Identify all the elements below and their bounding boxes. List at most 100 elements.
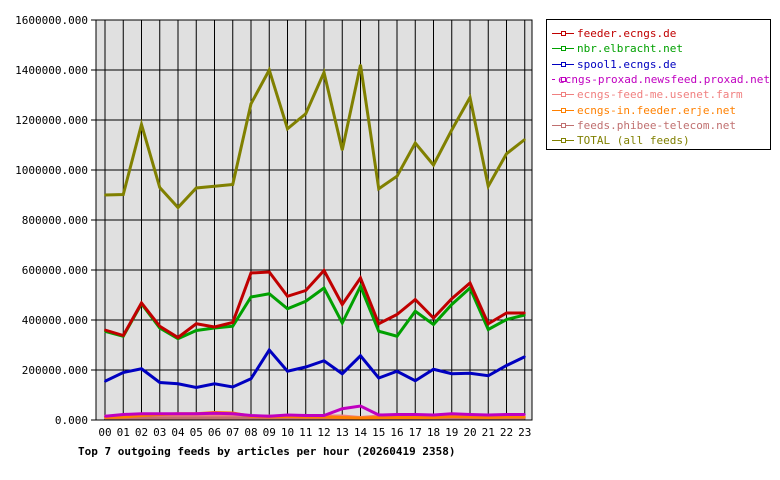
x-tick-label: 06 <box>208 426 221 439</box>
data-point <box>487 185 490 188</box>
chart-title: Top 7 outgoing feeds by articles per hou… <box>78 445 456 458</box>
x-tick-label: 23 <box>518 426 531 439</box>
series-ecngs-proxad-newsfeed-proxad-net <box>104 404 526 418</box>
data-point <box>268 292 271 295</box>
data-point <box>304 414 307 417</box>
data-point <box>359 405 362 407</box>
legend-label: ecngs-feed-me.usenet.farm <box>577 88 743 102</box>
data-point <box>104 415 106 418</box>
data-point <box>213 326 216 328</box>
data-point <box>104 194 106 196</box>
data-point <box>286 370 289 373</box>
legend: feeder.ecngs.de nbr.elbracht.net spool1.ec… <box>546 19 771 150</box>
data-point <box>341 407 344 410</box>
data-point <box>304 112 307 115</box>
data-point <box>450 297 453 300</box>
data-point <box>195 417 198 419</box>
data-point <box>323 414 325 417</box>
x-tick-label: 18 <box>427 426 440 439</box>
data-point <box>432 416 435 419</box>
data-point <box>469 96 471 99</box>
data-point <box>523 416 526 418</box>
y-tick-label: 1600000.000 <box>15 14 88 27</box>
data-point <box>158 186 161 189</box>
data-point <box>104 329 106 331</box>
y-tick-label: 600000.000 <box>22 264 88 277</box>
data-point <box>231 325 234 328</box>
data-point <box>177 412 179 415</box>
x-tick-label: 11 <box>299 426 312 439</box>
x-tick-label: 16 <box>390 426 403 439</box>
x-tick-label: 08 <box>244 426 257 439</box>
legend-label: ecngs-in.feeder.erje.net <box>577 103 736 117</box>
legend-label: ecngs-proxad.newsfeed.proxad.net <box>558 73 770 87</box>
data-point <box>177 206 179 209</box>
legend-swatch-icon <box>552 61 574 67</box>
data-point <box>213 185 216 188</box>
data-point <box>213 382 216 385</box>
data-point <box>396 335 398 338</box>
data-point <box>469 413 471 416</box>
y-tick-label: 800000.000 <box>22 214 88 227</box>
data-point <box>505 152 508 155</box>
data-point <box>341 322 344 324</box>
x-tick-label: 21 <box>482 426 495 439</box>
y-tick-label: 1400000.000 <box>15 64 88 77</box>
data-point <box>231 417 234 419</box>
data-point <box>377 187 380 190</box>
x-tick-label: 03 <box>153 426 166 439</box>
data-point <box>122 193 125 196</box>
data-point <box>231 386 234 388</box>
data-point <box>377 377 380 379</box>
legend-item: ecngs-proxad.newsfeed.proxad.net <box>552 72 770 87</box>
legend-swatch-icon <box>552 92 574 98</box>
x-tick-label: 14 <box>354 426 368 439</box>
legend-item: nbr.elbracht.net <box>552 41 770 56</box>
data-point <box>505 416 508 418</box>
data-point <box>250 377 252 380</box>
legend-swatch-icon <box>552 138 574 144</box>
data-point <box>432 164 435 166</box>
data-point <box>195 386 198 389</box>
x-tick-label: 01 <box>117 426 130 439</box>
y-tick-label: 1200000.000 <box>15 114 88 127</box>
data-point <box>140 367 143 370</box>
data-point <box>487 322 490 325</box>
data-point <box>158 381 161 384</box>
x-tick-label: 22 <box>500 426 513 439</box>
series-line <box>104 404 525 418</box>
legend-label: TOTAL (all feeds) <box>577 134 690 148</box>
data-point <box>177 336 179 339</box>
data-point <box>523 355 526 358</box>
series-lines <box>104 64 526 420</box>
legend-item: feeder.ecngs.de <box>552 26 770 41</box>
data-point <box>469 372 471 375</box>
data-point <box>140 417 143 419</box>
data-point <box>341 372 344 375</box>
x-tick-label: 19 <box>445 426 458 439</box>
legend-item: TOTAL (all feeds) <box>552 133 770 148</box>
data-point <box>377 330 380 333</box>
x-tick-label: 13 <box>336 426 349 439</box>
data-point <box>268 349 271 351</box>
data-point <box>104 380 106 383</box>
x-tick-label: 02 <box>135 426 148 439</box>
series-line <box>104 64 526 210</box>
data-point <box>450 415 453 418</box>
data-point <box>396 413 398 416</box>
data-point <box>523 312 526 314</box>
y-tick-label: 400000.000 <box>22 314 88 327</box>
data-point <box>286 127 289 130</box>
legend-swatch-icon <box>552 77 567 83</box>
series-line <box>104 347 526 390</box>
y-tick-label: 0.000 <box>55 414 88 427</box>
data-point <box>359 64 362 66</box>
data-point <box>177 417 179 419</box>
data-point <box>286 295 289 298</box>
x-tick-label: 10 <box>281 426 294 439</box>
data-point <box>268 69 271 71</box>
data-point <box>268 415 271 418</box>
data-point <box>414 142 417 144</box>
data-point <box>414 413 417 416</box>
